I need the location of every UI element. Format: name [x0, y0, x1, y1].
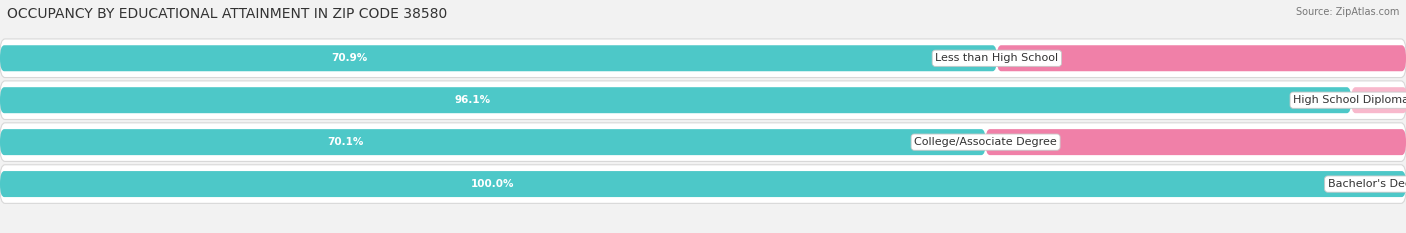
FancyBboxPatch shape — [0, 45, 997, 71]
Text: 70.9%: 70.9% — [330, 53, 367, 63]
FancyBboxPatch shape — [0, 129, 986, 155]
Text: OCCUPANCY BY EDUCATIONAL ATTAINMENT IN ZIP CODE 38580: OCCUPANCY BY EDUCATIONAL ATTAINMENT IN Z… — [7, 7, 447, 21]
FancyBboxPatch shape — [1351, 87, 1406, 113]
FancyBboxPatch shape — [997, 45, 1406, 71]
FancyBboxPatch shape — [0, 39, 1406, 78]
FancyBboxPatch shape — [0, 81, 1406, 120]
Text: 70.1%: 70.1% — [326, 137, 363, 147]
Text: High School Diploma: High School Diploma — [1294, 95, 1406, 105]
FancyBboxPatch shape — [986, 129, 1406, 155]
Text: College/Associate Degree: College/Associate Degree — [914, 137, 1057, 147]
Text: 96.1%: 96.1% — [456, 95, 491, 105]
FancyBboxPatch shape — [0, 87, 1351, 113]
Text: 100.0%: 100.0% — [471, 179, 513, 189]
Text: Source: ZipAtlas.com: Source: ZipAtlas.com — [1295, 7, 1399, 17]
FancyBboxPatch shape — [0, 123, 1406, 161]
FancyBboxPatch shape — [0, 165, 1406, 203]
FancyBboxPatch shape — [0, 171, 1406, 197]
Text: Less than High School: Less than High School — [935, 53, 1059, 63]
Text: Bachelor's Degree or higher: Bachelor's Degree or higher — [1327, 179, 1406, 189]
